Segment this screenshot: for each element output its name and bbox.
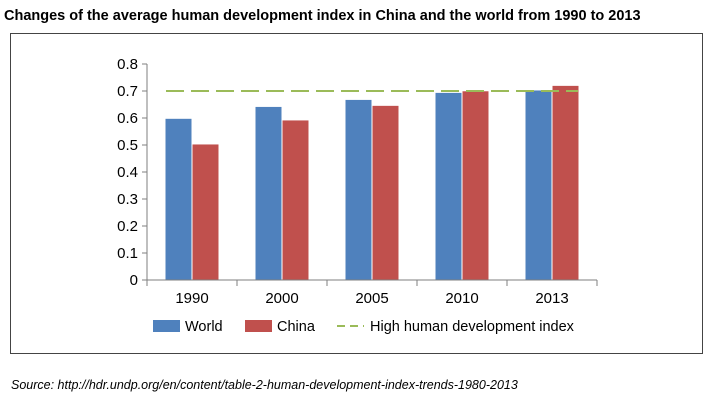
y-tick-label: 0.4	[117, 164, 138, 181]
legend-china-swatch	[245, 320, 272, 332]
china-bar-1990	[192, 144, 219, 280]
legend-world-label: World	[185, 319, 223, 335]
y-tick-label: 0.6	[117, 110, 138, 127]
world-bar-2000	[255, 106, 282, 281]
china-bar-2000	[282, 120, 309, 281]
china-bar-2013	[552, 85, 579, 281]
x-tick-label: 2000	[265, 290, 298, 307]
y-tick-label: 0.7	[117, 83, 138, 100]
y-tick-label: 0.2	[117, 218, 138, 235]
world-bar-2010	[435, 92, 462, 280]
legend-world-swatch	[153, 320, 180, 332]
x-tick-label: 2010	[445, 290, 478, 307]
world-bar-2005	[345, 99, 372, 280]
y-tick-label: 0.3	[117, 191, 138, 208]
china-bar-2005	[372, 105, 399, 280]
y-tick-label: 0.1	[117, 245, 138, 262]
y-tick-label: 0	[130, 272, 138, 289]
world-bar-1990	[165, 118, 192, 280]
legend-threshold-label: High human development index	[370, 319, 575, 335]
china-bar-2010	[462, 91, 489, 281]
x-tick-label: 1990	[175, 290, 208, 307]
legend-china-label: China	[277, 319, 316, 335]
y-tick-label: 0.5	[117, 137, 138, 154]
y-tick-label: 0.8	[117, 56, 138, 73]
chart-title: Changes of the average human development…	[4, 8, 641, 24]
world-bar-2013	[525, 90, 552, 281]
source-citation: Source: http://hdr.undp.org/en/content/t…	[11, 378, 518, 392]
x-tick-label: 2005	[355, 290, 388, 307]
chart-frame	[10, 33, 703, 354]
x-tick-label: 2013	[535, 290, 568, 307]
